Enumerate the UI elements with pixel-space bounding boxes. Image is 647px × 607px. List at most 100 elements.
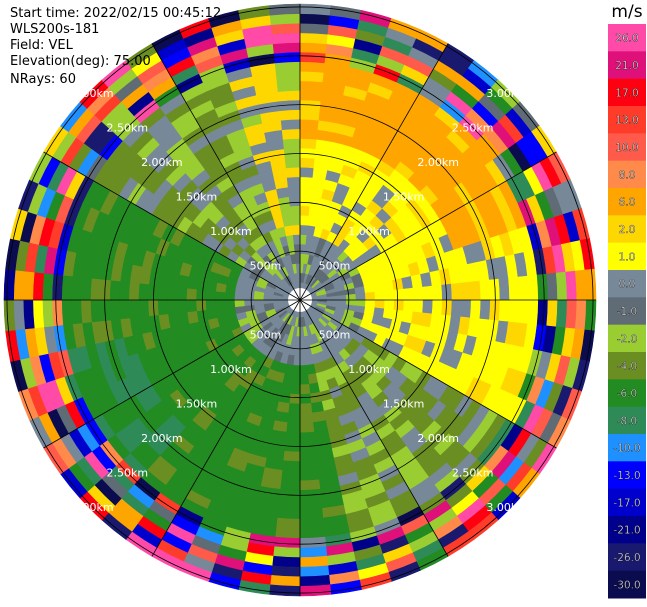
- azimuth-spoke: [43, 299, 301, 449]
- colorbar: m/s 26.0 21.0 17.0 13.0 10.0 8.0 6.0 2.0 1.0 0.0 -1…: [608, 2, 646, 599]
- colorbar-tick-label: 17.0: [615, 87, 638, 99]
- range-gate-cell: [128, 281, 140, 301]
- range-gate-cell: [374, 299, 386, 310]
- range-gate-cell: [138, 299, 150, 318]
- range-ring-label: 1.50km: [383, 190, 425, 203]
- range-gate-cell: [299, 336, 306, 347]
- colorbar-tick-label: 2.0: [619, 224, 636, 236]
- range-gate-cell: [382, 280, 395, 292]
- range-gate-cell: [282, 450, 301, 462]
- range-gate-cell: [460, 281, 472, 301]
- range-gate-cell: [214, 290, 226, 301]
- range-gate-cell: [275, 70, 301, 83]
- range-gate-cell: [527, 274, 539, 301]
- range-gate-cell: [299, 384, 311, 395]
- range-gate-cell: [508, 276, 520, 301]
- range-gate-cell: [269, 574, 301, 587]
- colorbar-swatch: [608, 51, 646, 80]
- range-gate-cell: [422, 285, 434, 301]
- range-gate-cell: [268, 3, 301, 16]
- azimuth-spoke: [151, 299, 301, 557]
- range-gate-cell: [299, 214, 310, 226]
- range-gate-cell: [234, 299, 245, 308]
- range-gate-cell: [280, 118, 301, 131]
- azimuth-spoke: [299, 43, 449, 301]
- range-gate-cell: [412, 286, 424, 301]
- range-gate-cell: [269, 13, 301, 26]
- colorbar-tick-label: -8.0: [617, 415, 638, 427]
- range-gate-cell: [574, 299, 587, 331]
- range-gate-cell: [299, 42, 328, 54]
- range-gate-cell: [294, 253, 301, 264]
- range-gate-cell: [109, 279, 121, 301]
- colorbar-tick-label: 10.0: [615, 142, 638, 154]
- colorbar-swatch: [608, 242, 646, 271]
- range-gate-cell: [412, 299, 424, 314]
- range-gate-cell: [276, 508, 301, 520]
- range-gate-cell: [281, 128, 301, 140]
- azimuth-spoke: [151, 43, 301, 301]
- range-gate-cell: [272, 546, 301, 558]
- range-gate-cell: [299, 374, 310, 386]
- range-gate-cell: [299, 80, 324, 92]
- range-gate-cell: [3, 268, 16, 301]
- range-gate-cell: [299, 565, 330, 578]
- instrument-label: WLS200s-181: [10, 22, 100, 37]
- range-gate-cell: [42, 272, 54, 301]
- range-gate-cell: [274, 61, 301, 73]
- range-ring-label: 3.00km: [486, 87, 528, 100]
- range-gate-cell: [292, 234, 301, 245]
- colorbar-tick-label: -21.0: [613, 525, 640, 537]
- range-gate-cell: [262, 299, 274, 305]
- range-gate-cell: [70, 299, 83, 325]
- range-ring-label: 2.00km: [141, 432, 183, 445]
- range-gate-cell: [205, 289, 216, 301]
- range-gate-cell: [374, 290, 386, 301]
- colorbar-swatch: [608, 133, 646, 162]
- colorbar-tick-label: 8.0: [619, 169, 636, 181]
- range-gate-cell: [355, 292, 366, 301]
- range-gate-cell: [299, 555, 329, 568]
- colorbar-swatch: [608, 543, 646, 572]
- range-gate-cell: [280, 205, 292, 218]
- range-gate-cell: [22, 299, 35, 330]
- range-gate-cell: [268, 584, 301, 597]
- range-gate-cell: [345, 293, 357, 301]
- range-gate-cell: [299, 3, 332, 16]
- range-gate-cell: [384, 289, 395, 301]
- range-ring: [201, 201, 399, 399]
- azimuth-spoke: [43, 151, 301, 301]
- colorbar-swatch: [608, 24, 646, 52]
- range-gate-cell: [243, 299, 255, 307]
- colorbar-swatch: [608, 297, 646, 326]
- range-gate-cell: [299, 109, 321, 121]
- range-gate-cell: [517, 275, 530, 301]
- colorbar-tick-label: 0.0: [619, 279, 636, 291]
- range-gate-cell: [118, 280, 131, 301]
- colorbar-tick-label: 26.0: [615, 33, 638, 45]
- range-gate-cell: [584, 268, 597, 301]
- range-gate-cell: [118, 299, 131, 320]
- range-gate-cell: [215, 307, 227, 318]
- range-gate-cell: [271, 32, 301, 45]
- range-gate-cell: [403, 287, 414, 301]
- range-gate-cell: [253, 299, 264, 306]
- range-ring-label: 500m: [250, 259, 282, 272]
- range-gate-cell: [299, 205, 311, 216]
- colorbar-tick-label: -10.0: [613, 443, 640, 455]
- range-gate-cell: [336, 294, 347, 301]
- azimuth-spoke: [299, 151, 557, 301]
- colorbar-tick-label: -17.0: [613, 497, 640, 509]
- range-gate-cell: [309, 391, 322, 404]
- range-gate-cell: [195, 299, 207, 312]
- range-gate-cell: [288, 195, 301, 207]
- range-gate-cell: [527, 299, 539, 326]
- range-gate-cell: [555, 271, 568, 301]
- range-gate-cell: [498, 299, 510, 323]
- range-gate-cell: [270, 22, 301, 35]
- range-gate-cell: [546, 272, 558, 301]
- range-gate-cell: [299, 90, 323, 102]
- range-gate-cell: [299, 450, 318, 462]
- range-gate-cell: [290, 214, 301, 226]
- range-gate-cell: [224, 291, 236, 301]
